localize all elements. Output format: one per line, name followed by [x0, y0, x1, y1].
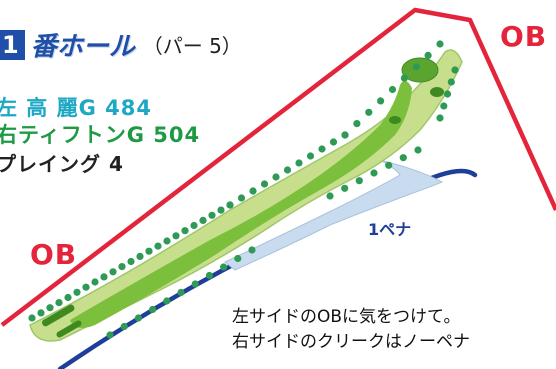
tree-marker [46, 304, 54, 312]
hole-label: 番ホール [30, 32, 135, 62]
tree-marker [260, 180, 269, 188]
tree-marker [326, 192, 334, 200]
note-line-1: 左サイドのOBに気をつけて。 [232, 307, 461, 327]
tree-marker [181, 227, 189, 235]
tree-marker [177, 288, 185, 297]
tree-marker [64, 293, 72, 302]
tree-marker [220, 263, 228, 271]
tree-marker [388, 85, 397, 94]
green [401, 57, 439, 83]
tree-marker [306, 152, 315, 160]
tree-marker [199, 216, 207, 224]
tree-marker [91, 278, 99, 286]
tree-marker [365, 108, 373, 116]
tree-marker [414, 146, 422, 154]
tree-marker [353, 120, 361, 128]
tree-marker [237, 194, 246, 202]
tree-marker [355, 177, 363, 185]
playing-label: プレイング 4 [0, 152, 124, 176]
tree-marker [436, 40, 444, 48]
tree-marker [82, 283, 90, 291]
tree-marker [248, 246, 256, 254]
tree-marker [234, 254, 242, 263]
tree-marker [28, 314, 36, 322]
tree-marker [134, 314, 142, 322]
hole-par: （パー 5） [142, 34, 242, 58]
tree-marker [272, 173, 280, 181]
tree-marker [109, 268, 117, 276]
tree-marker [190, 221, 198, 230]
tree-marker [424, 51, 432, 60]
ob-label-right: OB [500, 20, 548, 53]
tree-markers [28, 40, 459, 339]
tree-marker [127, 257, 135, 266]
tree-marker [329, 138, 338, 146]
tree-marker [249, 187, 257, 195]
tree-marker [436, 114, 444, 122]
yardage-right-green: 右ティフトンG 504 [0, 123, 201, 147]
tree-marker [73, 288, 81, 296]
tree-marker [136, 252, 144, 260]
tree-marker [318, 145, 326, 153]
tree-marker [163, 237, 171, 245]
tree-marker [172, 232, 180, 240]
yardage-left-green: 左 高 麗G 484 [0, 96, 153, 120]
tree-marker [208, 211, 216, 219]
tree-marker [283, 166, 292, 174]
tree-marker [412, 63, 420, 71]
tree-marker [447, 78, 455, 86]
tree-marker [400, 74, 408, 82]
tree-marker [100, 273, 108, 281]
fairway [70, 80, 412, 329]
hole-rough [29, 49, 463, 342]
tree-marker [440, 102, 448, 110]
tree-marker [37, 309, 45, 317]
tree-marker [118, 263, 126, 271]
tree-marker [154, 242, 162, 250]
tree-marker [341, 184, 349, 192]
tree-marker [205, 271, 213, 280]
tree-marker [120, 322, 128, 331]
hole-number-badge: 1 [0, 29, 25, 60]
tree-marker [106, 331, 114, 339]
tree-marker [191, 280, 199, 288]
tree-marker [55, 299, 63, 307]
ob-boundary-line [0, 7, 556, 327]
note-line-2: 右サイドのクリークはノーペナ [232, 332, 470, 352]
tree-marker [377, 97, 385, 105]
tree-marker [370, 169, 378, 177]
tree-marker [443, 90, 452, 98]
tree-marker [295, 159, 303, 167]
tee-box [42, 304, 75, 327]
tree-marker [145, 247, 153, 255]
tree-marker [341, 131, 349, 139]
bunker [389, 116, 401, 124]
tree-marker [149, 305, 157, 314]
penalty-label: 1ペナ [368, 220, 412, 239]
tree-marker [226, 201, 234, 209]
creek [224, 159, 444, 271]
tree-marker [451, 66, 459, 74]
tree-marker [385, 161, 393, 169]
tree-marker [163, 297, 171, 305]
tee-box [56, 320, 82, 338]
hole-title: 1 番ホール （パー 5） [0, 26, 242, 63]
ob-label-left: OB [30, 238, 78, 271]
bunker [430, 87, 444, 97]
tree-marker [399, 154, 407, 162]
tree-marker [217, 206, 225, 214]
